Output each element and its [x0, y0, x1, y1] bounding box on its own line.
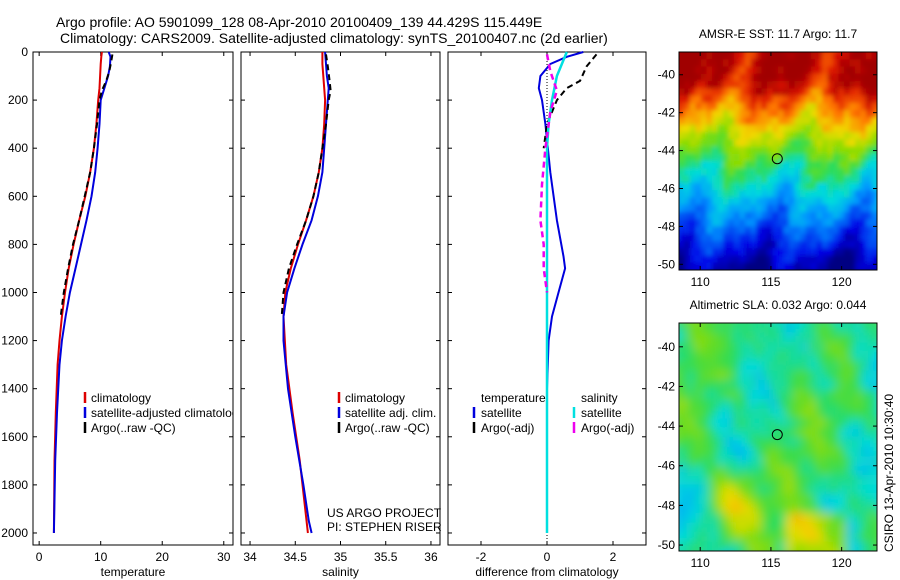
- project-credit: US ARGO PROJECT: [327, 506, 442, 520]
- series-line: [537, 51, 584, 533]
- y-tick-label: -40: [658, 68, 676, 82]
- x-axis-label: salinity: [322, 565, 359, 579]
- legend-label: satellite: [481, 406, 522, 420]
- heatmap-field: [679, 323, 877, 551]
- y-tick-label: -46: [658, 459, 676, 473]
- x-tick-label: -2: [476, 550, 487, 564]
- y-tick-label: 2000: [1, 526, 28, 540]
- series-line: [539, 54, 559, 293]
- y-tick-label: -50: [658, 538, 676, 552]
- map-frame: [678, 51, 878, 271]
- series-line: [52, 51, 112, 534]
- panel-sla_map: Altimetric SLA: 0.032 Argo: 0.044 -40 -42 -…: [658, 298, 878, 570]
- x-tick-label: 35: [334, 550, 348, 564]
- figure-title-line-1: Argo profile: AO 5901099_128 08-Apr-2010…: [56, 14, 543, 30]
- panel-salinity: 34 34.5 35 35.5 36 salinity climatologysatelli…: [240, 51, 441, 579]
- panel-sst_map: AMSR-E SST: 11.7 Argo: 11.7 -40 -42 -44 -46 -…: [658, 27, 878, 289]
- x-tick-label: 30: [217, 550, 231, 564]
- panel-temperature: 0 200 400 600 800 1000 1200 1400 1600 1800 2000 0 10…: [1, 45, 244, 579]
- argo-location-marker: [771, 153, 783, 165]
- pi-credit: PI: STEPHEN RISER: [327, 520, 442, 534]
- legend-header: salinity: [581, 391, 618, 405]
- y-tick-label: 400: [8, 141, 28, 155]
- legend-label: climatology: [345, 391, 405, 405]
- y-tick-label: 1000: [1, 285, 28, 299]
- figure-title-line-2: Climatology: CARS2009. Satellite-adjuste…: [60, 30, 608, 46]
- legend-header: temperature: [481, 391, 546, 405]
- series-line: [282, 52, 327, 534]
- map-frame: [678, 322, 878, 552]
- x-axis-label: temperature: [101, 565, 166, 579]
- legend-label: Argo(..raw -QC): [345, 421, 430, 435]
- y-tick-label: 800: [8, 237, 28, 251]
- x-tick-label: 120: [832, 275, 852, 289]
- x-tick-label: 20: [156, 550, 170, 564]
- y-tick-label: -48: [658, 498, 676, 512]
- x-tick-label: 10: [94, 550, 108, 564]
- y-tick-label: -44: [658, 144, 676, 158]
- legend-label: Argo(..raw -QC): [91, 421, 176, 435]
- y-tick-label: -40: [658, 340, 676, 354]
- x-tick-label: 0: [36, 550, 43, 564]
- series-line: [282, 51, 330, 534]
- x-tick-label: 2: [610, 550, 617, 564]
- x-axis-label: difference from climatology: [475, 565, 618, 579]
- legend: temperature salinitysatelliteArgo(-adj)sa…: [472, 391, 634, 435]
- series-line: [59, 54, 114, 317]
- axes-frame: [240, 51, 441, 546]
- x-tick-label: 35.5: [374, 550, 398, 564]
- x-tick-label: 110: [691, 275, 710, 289]
- legend-label: satellite: [581, 406, 622, 420]
- y-tick-label: 0: [21, 45, 28, 59]
- x-tick-label: 115: [761, 275, 780, 289]
- legend-label: Argo(-adj): [581, 421, 634, 435]
- map-title: Altimetric SLA: 0.032 Argo: 0.044: [690, 298, 867, 312]
- x-tick-label: 115: [761, 556, 780, 570]
- y-tick-label: 1600: [1, 430, 28, 444]
- axes-frame: [32, 51, 234, 546]
- series-line: [542, 53, 598, 149]
- legend-label: satellite-adjusted climatology: [91, 406, 244, 420]
- y-tick-label: -42: [658, 106, 676, 120]
- y-tick-label: 600: [8, 189, 28, 203]
- y-tick-label: -42: [658, 379, 676, 393]
- series-line: [545, 51, 568, 533]
- legend-label: satellite adj. clim.: [345, 406, 436, 420]
- x-tick-label: 34.5: [284, 550, 308, 564]
- series-line: [280, 54, 332, 317]
- y-tick-label: -44: [658, 419, 676, 433]
- x-tick-label: 34: [243, 550, 257, 564]
- y-tick-label: 1200: [1, 334, 28, 348]
- x-tick-label: 0: [544, 550, 551, 564]
- x-tick-label: 110: [691, 556, 710, 570]
- footer-credit: CSIRO 13-Apr-2010 10:30:40: [882, 394, 896, 552]
- y-tick-label: -50: [658, 257, 676, 271]
- x-tick-label: 120: [832, 556, 852, 570]
- x-tick-label: 36: [424, 550, 438, 564]
- y-tick-label: -46: [658, 181, 676, 195]
- y-tick-label: 1400: [1, 382, 28, 396]
- legend-label: climatology: [91, 391, 151, 405]
- y-tick-label: -48: [658, 219, 676, 233]
- y-tick-label: 200: [8, 93, 28, 107]
- map-title: AMSR-E SST: 11.7 Argo: 11.7: [699, 27, 858, 41]
- legend-label: Argo(-adj): [481, 421, 534, 435]
- y-tick-label: 1800: [1, 478, 28, 492]
- series-line: [52, 51, 103, 534]
- heatmap-field: [679, 52, 877, 270]
- argo-location-marker: [771, 429, 783, 441]
